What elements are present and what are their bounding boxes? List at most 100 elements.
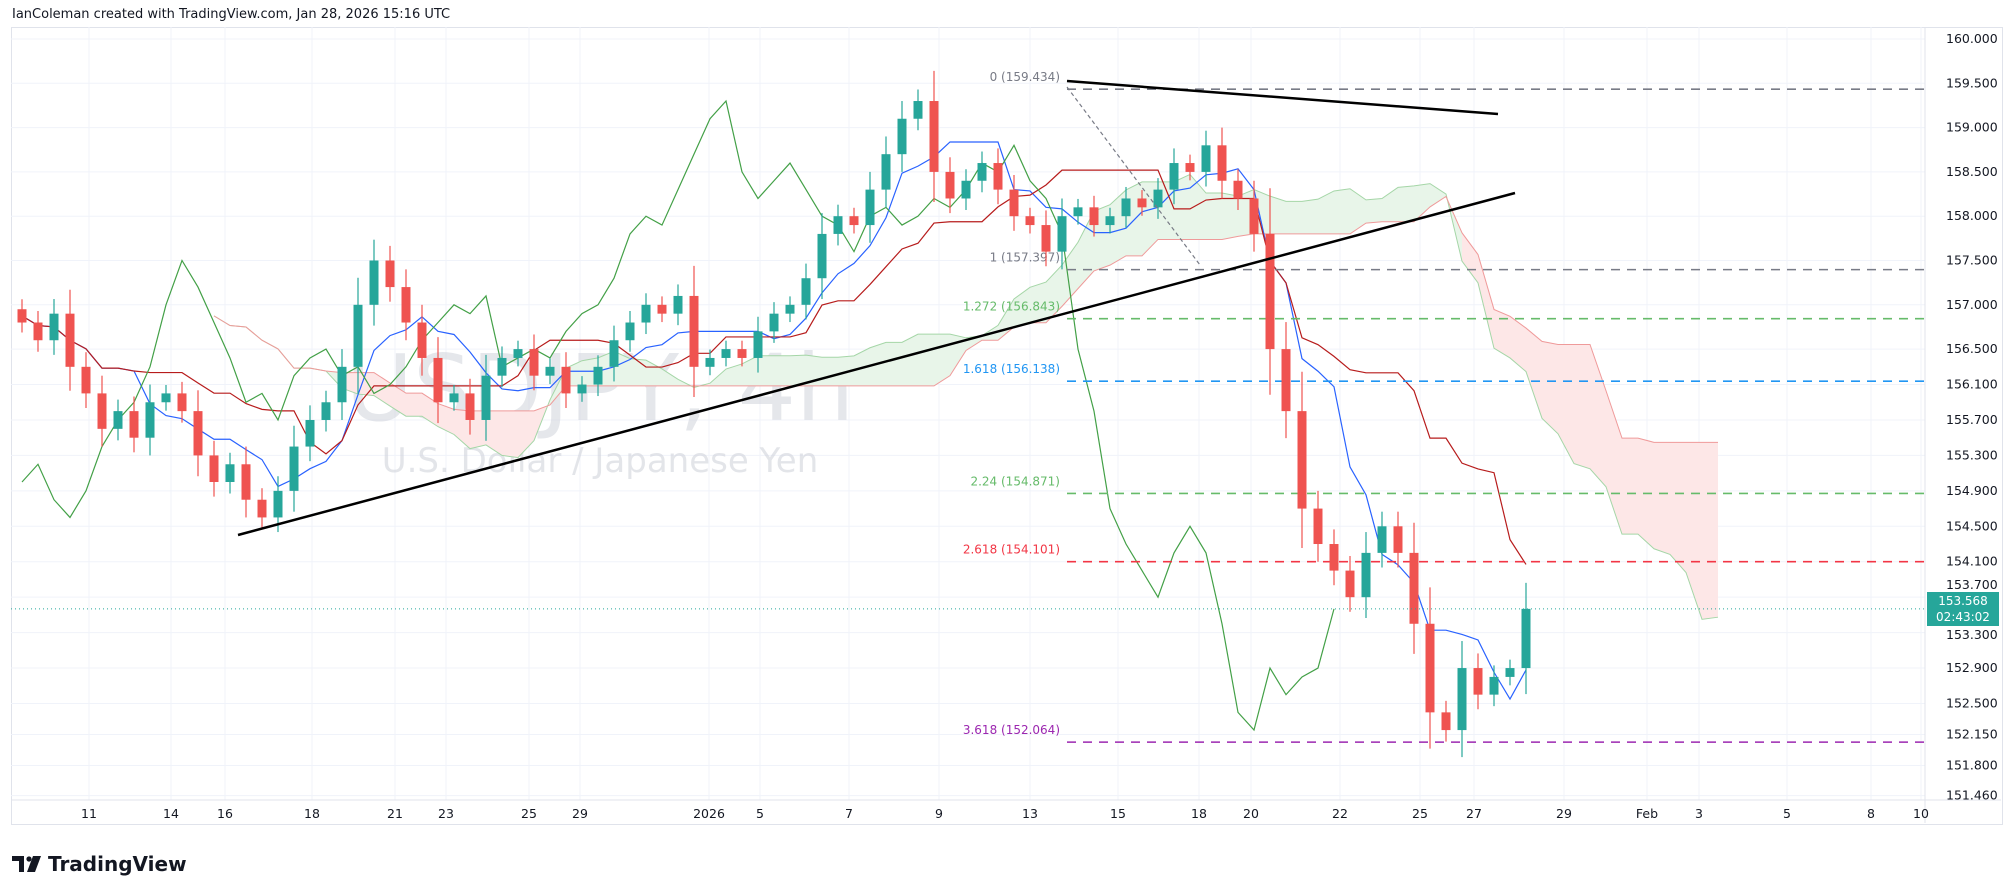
cloud-segment [886, 342, 902, 386]
time-tick-label: 8 [1867, 806, 1875, 821]
cloud-segment [1398, 185, 1414, 222]
candle-body [849, 216, 859, 226]
candle-body [1441, 712, 1451, 731]
candle-body [913, 101, 923, 119]
candle-body [1265, 233, 1275, 350]
cloud-segment [1126, 181, 1142, 256]
cloud-segment [1606, 390, 1622, 535]
candle-body [289, 446, 299, 491]
chikou-line [21, 99, 1335, 732]
candle-body [561, 366, 571, 394]
time-tick-label: 21 [387, 806, 403, 821]
cloud-segment [1526, 328, 1542, 419]
cloud-segment [1654, 442, 1670, 555]
candle-body [161, 393, 171, 403]
candle-body [1073, 207, 1083, 217]
candle-body [865, 189, 875, 226]
price-tick-label: 155.300 [1946, 447, 1998, 462]
cloud-segment [774, 355, 790, 386]
fib-level-label: 1 (157.397) [990, 251, 1060, 265]
time-tick-label: 29 [572, 806, 588, 821]
time-tick-label: 23 [438, 806, 454, 821]
cloud-segment [1302, 199, 1318, 234]
candle-body [977, 163, 987, 181]
cloud-segment [1318, 190, 1334, 234]
cloud-segment [358, 372, 374, 396]
chart-header: IanColeman created with TradingView.com,… [12, 7, 451, 22]
candle-body [417, 322, 427, 358]
time-axis[interactable]: 11 14 16 18 21 23 25 29 2026 5 7 9 13 15 18 20 22 25 27 29 F… [81, 806, 1929, 821]
candle-body [1393, 526, 1403, 553]
ascending-trendline[interactable] [237, 191, 1516, 537]
time-tick-label: 13 [1022, 806, 1038, 821]
cloud-segment [1574, 344, 1590, 469]
cloud-segment [1702, 442, 1718, 620]
cloud-segment [1686, 442, 1702, 620]
cloud-segment [838, 355, 854, 386]
cloud-segment [662, 368, 678, 386]
candle-body [1089, 207, 1099, 226]
candle-body [337, 366, 347, 403]
cloud-segment [1494, 309, 1510, 358]
candle-body [1233, 180, 1243, 199]
candle-body [113, 411, 123, 429]
cloud-segment [1030, 282, 1046, 323]
candle-body [657, 304, 667, 314]
time-tick-label: 11 [81, 806, 97, 821]
candle-body [17, 309, 27, 323]
price-axis[interactable]: 160.000 159.500 159.000 158.500 158.000 157.5… [1946, 31, 1998, 803]
candle-body [689, 295, 699, 367]
candle-body [881, 154, 891, 190]
fib-level-label: 3.618 (152.064) [963, 723, 1060, 737]
tradingview-logo[interactable]: TradingView [12, 852, 187, 876]
candle-body [1361, 552, 1371, 598]
time-tick-label: 5 [756, 806, 764, 821]
candle-body [929, 101, 939, 172]
cloud-segment [1510, 316, 1526, 372]
cloud-segment [742, 355, 758, 386]
cloud-segment [1558, 344, 1574, 464]
cloud-segment [1222, 193, 1238, 240]
cloud-segment [1542, 341, 1558, 434]
watermark-symbol: USDJPY, 4h [346, 335, 855, 442]
candle-body [673, 295, 683, 314]
cloud-segment [1430, 183, 1446, 207]
ichimoku-cloud [213, 173, 1719, 620]
candle-body [801, 278, 811, 305]
last-price-tag: 153.568 02:43:02 [1927, 592, 1999, 626]
cloud-segment [502, 410, 518, 458]
time-tick-label: 18 [304, 806, 320, 821]
candle-body [1121, 198, 1131, 217]
time-tick-label: 2026 [693, 806, 725, 821]
candle-body [945, 171, 955, 199]
cloud-segment [1366, 198, 1382, 224]
cloud-segment [1334, 188, 1350, 234]
cloud-segment [1414, 183, 1430, 222]
time-tick-label: 9 [935, 806, 943, 821]
candle-body [129, 411, 139, 438]
time-tick-label: 22 [1332, 806, 1348, 821]
cloud-segment [1270, 196, 1286, 234]
candle-body [81, 366, 91, 394]
time-tick-label: 14 [163, 806, 179, 821]
price-tick-label: 158.000 [1946, 208, 1998, 223]
candle-body [65, 313, 75, 367]
candle-body [993, 163, 1003, 190]
price-tick-label: 154.100 [1946, 554, 1998, 569]
cloud-segment [1590, 344, 1606, 487]
candle-body [817, 233, 827, 279]
candle-body [369, 260, 379, 305]
candle-body [193, 411, 203, 456]
candle-body [1137, 198, 1147, 208]
candle-body [97, 393, 107, 429]
watermark-description: U.S. Dollar / Japanese Yen [382, 441, 819, 481]
candle-body [785, 304, 795, 314]
descending-trendline[interactable] [1066, 79, 1499, 116]
price-tick-label: 157.500 [1946, 253, 1998, 268]
senkou-span-b [213, 195, 1718, 443]
price-tick-label: 159.000 [1946, 120, 1998, 135]
price-tick-label: 151.460 [1946, 788, 1998, 803]
candle-body [145, 402, 155, 438]
fib-level-label: 1.618 (156.138) [963, 362, 1060, 376]
